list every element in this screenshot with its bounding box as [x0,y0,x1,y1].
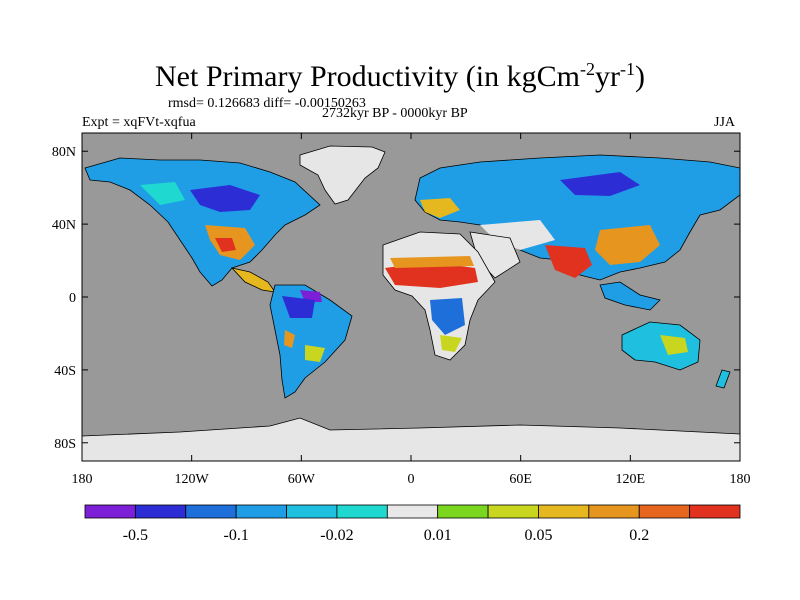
colorbar-swatch [689,504,741,519]
x-axis: 180 120W 60W 0 60E 120E 180 [72,133,751,487]
x-tick-label: 120E [616,472,646,487]
x-tick-label: 60E [509,472,532,487]
y-tick-label: 40S [54,364,76,379]
africa-blue [430,298,465,335]
y-axis: 80N 40N 0 40S 80S [52,145,740,452]
colorbar-swatch [185,504,237,519]
time-period-label: 2732kyr BP - 0000kyr BP [322,106,468,121]
colorbar-label: -0.5 [123,527,148,544]
season-label: JJA [714,115,736,130]
colorbar-swatch [84,504,136,519]
amazon-blue [282,296,315,318]
colorbar-swatch [286,504,338,519]
na-blue-patch [190,185,260,212]
na-cyan-patch [140,182,185,205]
colorbar-swatch [538,504,590,519]
central-asia-grey [480,220,555,250]
colorbar-swatch [437,504,489,519]
x-tick-label: 0 [408,472,415,487]
greenland [299,145,386,205]
sa-orange [284,330,295,348]
na-red-patch [215,238,236,252]
y-tick-label: 80N [52,145,76,160]
rmsd-diff-stats: rmsd= 0.126683 diff= -0.00150263 [168,96,366,111]
australia [621,321,701,371]
colorbar-swatch [638,504,691,519]
y-tick-label: 0 [69,291,76,306]
colorbar-label: 0.01 [424,527,452,544]
australia-green [660,335,688,355]
sahel-orange [390,256,474,268]
colorbar-label: -0.1 [223,527,248,544]
colorbar-label: 0.05 [524,527,552,544]
x-tick-label: 180 [730,472,751,487]
sa-green [305,345,325,362]
europe-orange [420,198,460,218]
new-zealand [715,369,731,389]
plot-title: Net Primary Productivity (in kgCm-2yr-1) [155,59,645,93]
y-tick-label: 40N [52,218,76,233]
colorbar-swatch [487,504,539,519]
se-asia [599,281,661,311]
north-america [84,157,321,287]
siberia-blue [560,172,640,196]
colorbar-swatch [235,504,287,519]
x-tick-label: 60W [288,472,316,487]
colorbar-legend: -0.5 -0.1 -0.02 0.01 0.05 0.2 [84,504,741,544]
x-tick-label: 180 [72,472,93,487]
colorbar-swatch [336,504,388,519]
land-masses [82,145,740,461]
india-red [545,245,592,278]
china-orange [595,225,660,265]
africa-green [440,335,462,352]
y-tick-label: 80S [54,437,76,452]
experiment-label: Expt = xqFVt-xqfua [82,115,196,130]
colorbar-swatch [386,504,439,519]
colorbar-swatch [588,504,640,519]
antarctica [82,417,740,461]
colorbar-label: 0.2 [629,527,649,544]
colorbar-swatch [134,504,187,519]
colorbar-label: -0.02 [320,527,353,544]
sahel-red [385,262,478,288]
x-tick-label: 120W [175,472,210,487]
